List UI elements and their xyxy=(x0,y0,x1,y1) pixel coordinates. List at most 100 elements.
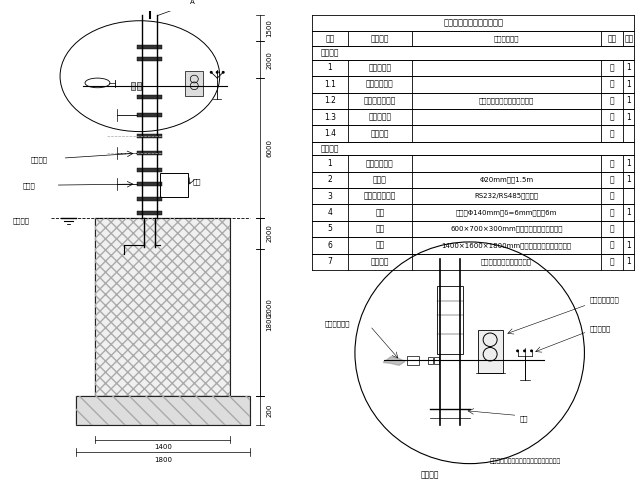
Text: 台: 台 xyxy=(610,80,614,89)
Text: 绝缘电缆: 绝缘电缆 xyxy=(31,156,47,163)
Text: 气象检测仪主要材料数量表: 气象检测仪主要材料数量表 xyxy=(443,19,503,28)
Text: 通信、电力闸缆及设备固定: 通信、电力闸缆及设备固定 xyxy=(481,258,532,265)
Text: 1: 1 xyxy=(627,257,631,266)
Text: 2: 2 xyxy=(328,175,332,184)
Text: 附带雨刷、风扇、除霜加热器: 附带雨刷、风扇、除霜加热器 xyxy=(479,97,534,104)
Text: 道路状态传感器: 道路状态传感器 xyxy=(589,297,619,303)
Text: 个: 个 xyxy=(610,159,614,168)
Text: 2000: 2000 xyxy=(266,298,272,316)
Text: RS232/RS485浪涌保护: RS232/RS485浪涌保护 xyxy=(474,193,539,200)
Text: 1: 1 xyxy=(627,96,631,105)
Text: 1.3: 1.3 xyxy=(324,113,336,121)
Text: 安装材料: 安装材料 xyxy=(321,144,339,153)
Text: 个: 个 xyxy=(610,225,614,233)
Bar xyxy=(138,211,163,215)
Bar xyxy=(186,72,204,96)
Text: 主要材料: 主要材料 xyxy=(321,48,339,58)
Text: 1: 1 xyxy=(627,80,631,89)
Text: 避雷针: 避雷针 xyxy=(373,175,387,184)
Text: 6000: 6000 xyxy=(266,139,272,157)
Bar xyxy=(138,168,163,171)
Text: 1800: 1800 xyxy=(154,457,172,463)
Text: 1: 1 xyxy=(627,241,631,250)
Text: 风速风向仪: 风速风向仪 xyxy=(589,325,611,332)
Bar xyxy=(477,330,502,373)
Text: 机箱: 机箱 xyxy=(375,225,385,233)
Text: 1400: 1400 xyxy=(154,444,172,450)
Bar xyxy=(138,57,163,61)
Text: 1: 1 xyxy=(627,63,631,72)
Bar xyxy=(138,151,163,155)
Text: A: A xyxy=(191,0,195,5)
Text: 1.1: 1.1 xyxy=(324,80,336,89)
Text: 放大样图: 放大样图 xyxy=(420,471,439,480)
Bar xyxy=(428,357,433,364)
Text: 1: 1 xyxy=(627,113,631,121)
Circle shape xyxy=(530,349,533,352)
Text: 控制单元: 控制单元 xyxy=(371,129,389,138)
Text: 1: 1 xyxy=(627,175,631,184)
Text: 绝缘子: 绝缘子 xyxy=(22,183,35,189)
Bar xyxy=(138,96,163,99)
Bar xyxy=(138,134,163,138)
Text: 主要技术参数: 主要技术参数 xyxy=(494,35,519,42)
Text: 个: 个 xyxy=(610,192,614,201)
Text: 单位: 单位 xyxy=(608,34,617,43)
Circle shape xyxy=(516,349,519,352)
Text: 能见度传感器: 能见度传感器 xyxy=(366,80,394,89)
Bar xyxy=(436,286,463,354)
Text: 4: 4 xyxy=(328,208,332,217)
Text: 600×700×300mm，镀锌钢板材料，防盗。: 600×700×300mm，镀锌钢板材料，防盗。 xyxy=(451,226,563,232)
Text: 立柱: 立柱 xyxy=(375,208,385,217)
Text: 1500: 1500 xyxy=(266,20,272,37)
Text: 数量: 数量 xyxy=(624,34,634,43)
Text: 序号: 序号 xyxy=(325,34,335,43)
Bar xyxy=(138,82,141,90)
Bar xyxy=(138,45,163,49)
Text: 200: 200 xyxy=(266,404,272,417)
Text: 气象检测器: 气象检测器 xyxy=(368,63,392,72)
Text: 风速风向仪: 风速风向仪 xyxy=(368,113,392,121)
Bar xyxy=(138,197,163,201)
Bar xyxy=(161,172,188,197)
Text: Φ20mm，高1.5m: Φ20mm，高1.5m xyxy=(479,177,534,183)
Text: 能见度检测仪: 能见度检测仪 xyxy=(324,321,350,327)
Text: 1: 1 xyxy=(627,208,631,217)
Text: 6: 6 xyxy=(328,241,332,250)
Text: 支架: 支架 xyxy=(520,415,528,421)
Text: 固定安装支架: 固定安装支架 xyxy=(366,159,394,168)
Text: 个: 个 xyxy=(610,175,614,184)
Text: 个: 个 xyxy=(610,129,614,138)
Bar xyxy=(95,218,230,396)
Text: 地面高程: 地面高程 xyxy=(13,217,29,224)
Text: 2000: 2000 xyxy=(266,224,272,242)
Bar xyxy=(131,82,136,90)
Text: 道路状态传感器: 道路状态传感器 xyxy=(364,96,396,105)
Text: 7: 7 xyxy=(328,257,332,266)
Text: 项: 项 xyxy=(610,257,614,266)
Text: 1: 1 xyxy=(328,63,332,72)
Text: 安装附件: 安装附件 xyxy=(371,257,389,266)
Text: 1400×1600×1800mm，钢筋混凝土，含接地系统: 1400×1600×1800mm，钢筋混凝土，含接地系统 xyxy=(442,242,572,249)
Text: 数据通道保护器: 数据通道保护器 xyxy=(364,192,396,201)
Bar xyxy=(434,357,439,364)
Text: 基础: 基础 xyxy=(375,241,385,250)
Text: 1: 1 xyxy=(328,159,332,168)
Text: 钢杆，Φ140mm，δ=6mm，高约6m: 钢杆，Φ140mm，δ=6mm，高约6m xyxy=(456,209,557,216)
Text: 1.4: 1.4 xyxy=(324,129,336,138)
Bar xyxy=(407,356,419,365)
Text: 套: 套 xyxy=(610,63,614,72)
Text: 注：以太网光端机之间的光纤并入通信系统: 注：以太网光端机之间的光纤并入通信系统 xyxy=(490,458,561,464)
Circle shape xyxy=(216,71,219,74)
Bar xyxy=(138,182,163,186)
Circle shape xyxy=(523,349,526,352)
Bar xyxy=(76,396,250,425)
Text: 3: 3 xyxy=(328,192,332,201)
Text: 2000: 2000 xyxy=(266,51,272,69)
Text: 机箱: 机箱 xyxy=(192,178,201,184)
Circle shape xyxy=(221,71,225,74)
Text: 个: 个 xyxy=(610,208,614,217)
Polygon shape xyxy=(383,357,405,365)
Circle shape xyxy=(210,71,212,74)
Text: 5: 5 xyxy=(328,225,332,233)
